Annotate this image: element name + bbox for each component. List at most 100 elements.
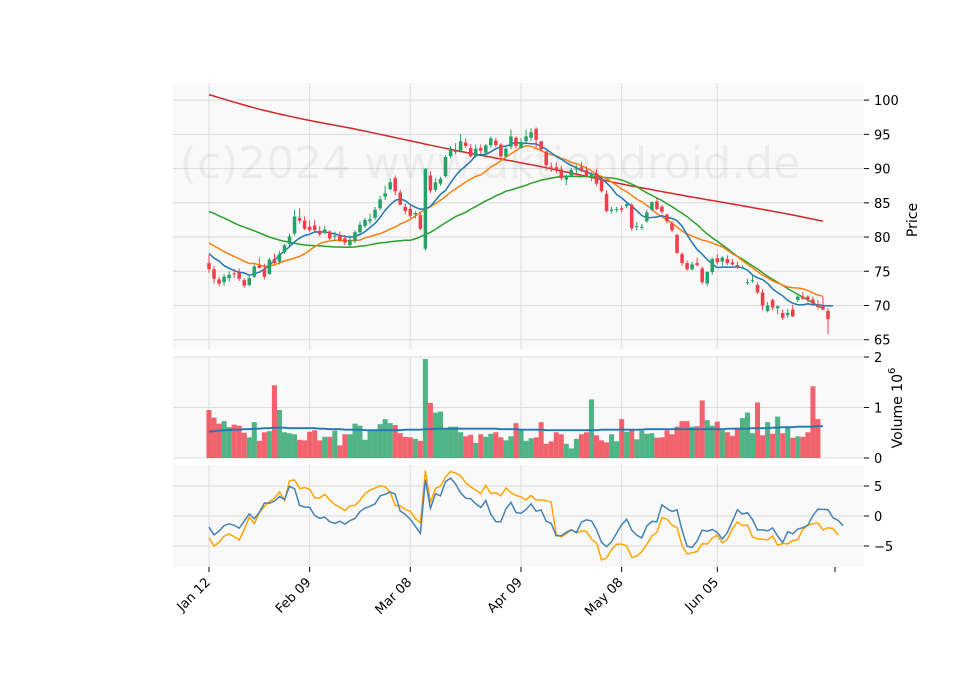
- volume-bar: [458, 432, 464, 458]
- candle-body: [468, 148, 473, 157]
- candle-body: [710, 258, 715, 272]
- candle-body: [317, 230, 322, 235]
- candle-body: [539, 141, 543, 150]
- volume-bar: [493, 432, 499, 458]
- candle-body: [725, 258, 730, 264]
- volume-bar: [528, 438, 534, 458]
- volume-bar: [347, 434, 353, 458]
- volume-bar: [498, 437, 504, 458]
- price-axis-tick-label: 100: [874, 94, 899, 109]
- candle-body: [307, 226, 312, 231]
- volume-bar: [417, 440, 423, 458]
- volume-bar: [593, 435, 600, 458]
- volume-bar: [795, 436, 801, 458]
- volume-bar: [573, 438, 579, 458]
- candle-body: [519, 141, 523, 149]
- candle-body: [826, 310, 830, 320]
- candle-body: [398, 192, 402, 205]
- candle-body: [614, 208, 619, 210]
- candle-body: [735, 265, 740, 267]
- volume-bar: [533, 437, 539, 458]
- candle-body: [494, 140, 498, 146]
- volume-bar: [810, 386, 816, 458]
- volume-bar: [216, 423, 222, 458]
- watermark: (c)2024 www.aktiendroid.de: [180, 138, 800, 189]
- candle-body: [418, 215, 423, 229]
- price-axis-tick-label: 85: [874, 197, 891, 212]
- candle-body: [302, 220, 307, 229]
- candle-body: [604, 193, 609, 212]
- volume-bar: [790, 437, 796, 458]
- candle-body: [338, 234, 342, 241]
- candle-body: [453, 150, 458, 153]
- candle-body: [705, 271, 709, 284]
- volume-bar: [755, 402, 761, 458]
- volume-bar: [508, 436, 514, 458]
- candle-body: [640, 226, 644, 228]
- candle-body: [423, 168, 428, 249]
- candle-body: [287, 236, 292, 244]
- candle-body: [368, 219, 372, 222]
- candle-body: [730, 262, 735, 265]
- volume-bar: [312, 430, 318, 458]
- candle-body: [554, 167, 559, 170]
- candle-body: [720, 257, 725, 262]
- volume-bar: [377, 424, 383, 458]
- candle-body: [821, 306, 825, 310]
- oscillator-slow-line: [208, 470, 839, 562]
- candle-body: [212, 269, 216, 279]
- candle-body: [665, 214, 669, 222]
- volume-bar: [770, 433, 776, 458]
- candle-body: [478, 148, 483, 151]
- volume-bar: [221, 421, 227, 458]
- candle-body: [564, 176, 569, 180]
- price-axis-tick-label: 70: [874, 300, 891, 315]
- candle-body: [242, 280, 246, 286]
- volume-bar: [523, 440, 529, 458]
- volume-bar: [287, 433, 293, 458]
- volume-bar: [624, 431, 630, 458]
- candle-body: [775, 306, 780, 309]
- candle-body: [504, 148, 508, 157]
- volume-axis-label: Volume 106: [887, 368, 906, 449]
- candle-body: [443, 156, 448, 177]
- volume-axis-tick-label: 2: [874, 351, 882, 366]
- candle-body: [333, 235, 337, 237]
- volume-bar: [251, 422, 257, 458]
- candle-body: [816, 304, 820, 307]
- volume-bar: [543, 443, 549, 458]
- candle-body: [660, 206, 664, 212]
- volume-bar: [724, 432, 730, 458]
- candle-body: [489, 138, 493, 146]
- volume-bar: [307, 431, 313, 458]
- candle-body: [635, 226, 639, 228]
- volume-bar: [503, 440, 509, 458]
- volume-bar: [664, 430, 670, 458]
- price-axis-tick-label: 75: [874, 265, 891, 280]
- volume-axis-exponent: 6: [887, 368, 898, 374]
- volume-bar: [654, 437, 660, 458]
- candle-body: [715, 258, 720, 263]
- candle-body: [750, 280, 755, 282]
- candle-body: [690, 264, 694, 270]
- candle-body: [473, 148, 478, 157]
- volume-bar: [674, 426, 680, 458]
- candle-body: [629, 204, 634, 229]
- volume-bar: [734, 427, 740, 458]
- volume-bar: [568, 448, 574, 458]
- volume-bar: [478, 434, 484, 458]
- candle-body: [760, 292, 765, 306]
- candle-body: [383, 193, 387, 197]
- volume-bar: [558, 434, 564, 458]
- volume-bar: [402, 436, 408, 458]
- volume-bar: [448, 426, 454, 458]
- volume-bar: [463, 436, 469, 458]
- volume-bar: [322, 436, 328, 458]
- candle-body: [685, 263, 689, 270]
- candle-body: [574, 168, 579, 170]
- candle-body: [408, 208, 413, 216]
- candle-body: [438, 178, 443, 184]
- candle-body: [328, 231, 332, 239]
- price-panel-background: [173, 83, 864, 350]
- candle-body: [348, 239, 352, 246]
